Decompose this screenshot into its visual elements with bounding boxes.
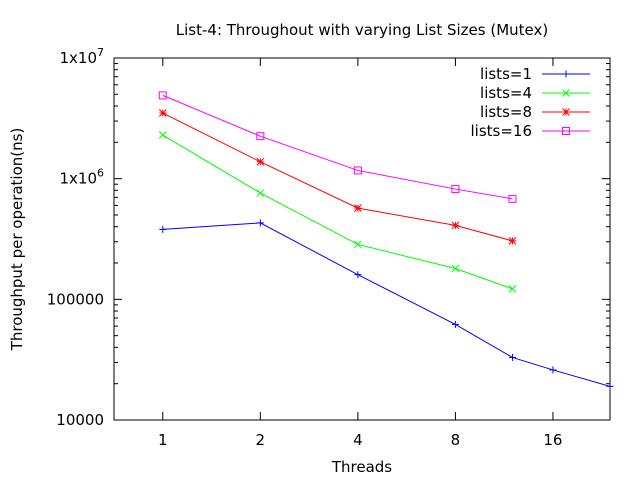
data-point [256,132,265,141]
data-point [158,109,167,117]
data-point [256,219,264,227]
legend-label: lists=16 [470,122,532,140]
y-axis-label: Throughput per operation(ns) [8,128,26,352]
legend-label: lists=4 [480,84,532,102]
data-point [354,240,362,249]
y-tick-label: 100000 [47,290,104,308]
series-line [162,94,513,200]
x-tick-label: 16 [543,431,562,449]
data-point [256,189,265,197]
data-point [353,166,362,175]
y-tick-label-base: 1x10 [59,170,97,188]
plot-frame [113,57,611,421]
data-point [256,157,265,166]
data-point [508,353,516,361]
y-tick-label: 1x106 [59,167,104,188]
data-point [508,285,517,293]
legend-marker [562,89,570,97]
data-point [451,264,460,273]
data-point [451,320,459,328]
x-tick-label: 1 [158,431,168,449]
x-axis-label: Threads [331,458,392,476]
series-lists-4 [158,131,517,293]
data-point [508,194,517,203]
data-point [606,382,614,390]
data-point [451,221,460,230]
x-tick-label: 8 [451,431,461,449]
data-point [354,271,362,279]
data-point [549,366,557,374]
x-tick-label: 4 [353,431,363,449]
y-tick-label-exponent: 7 [97,46,104,59]
data-point [158,91,167,100]
y-tick-label-exponent: 6 [97,167,104,180]
series-lists-16 [158,91,517,203]
data-point [159,225,167,233]
series-line [162,134,513,290]
data-point [451,185,460,194]
x-tick-label: 2 [256,431,266,449]
series-line [162,222,610,387]
legend-label: lists=8 [480,103,532,121]
series-lists-8 [158,109,517,245]
legend-marker [562,70,570,78]
legend-label: lists=1 [480,65,532,83]
y-tick-label: 1x107 [59,46,104,67]
y-tick-label: 10000 [56,411,104,429]
series-line [162,112,513,242]
series-lists-1 [159,219,614,390]
chart-title: List-4: Throughout with varying List Siz… [176,21,548,39]
legend-marker [562,127,570,135]
y-tick-label-base: 1x10 [59,49,97,67]
data-point [158,131,167,139]
legend-marker [562,108,570,116]
data-point [508,237,517,245]
data-point [354,204,362,212]
